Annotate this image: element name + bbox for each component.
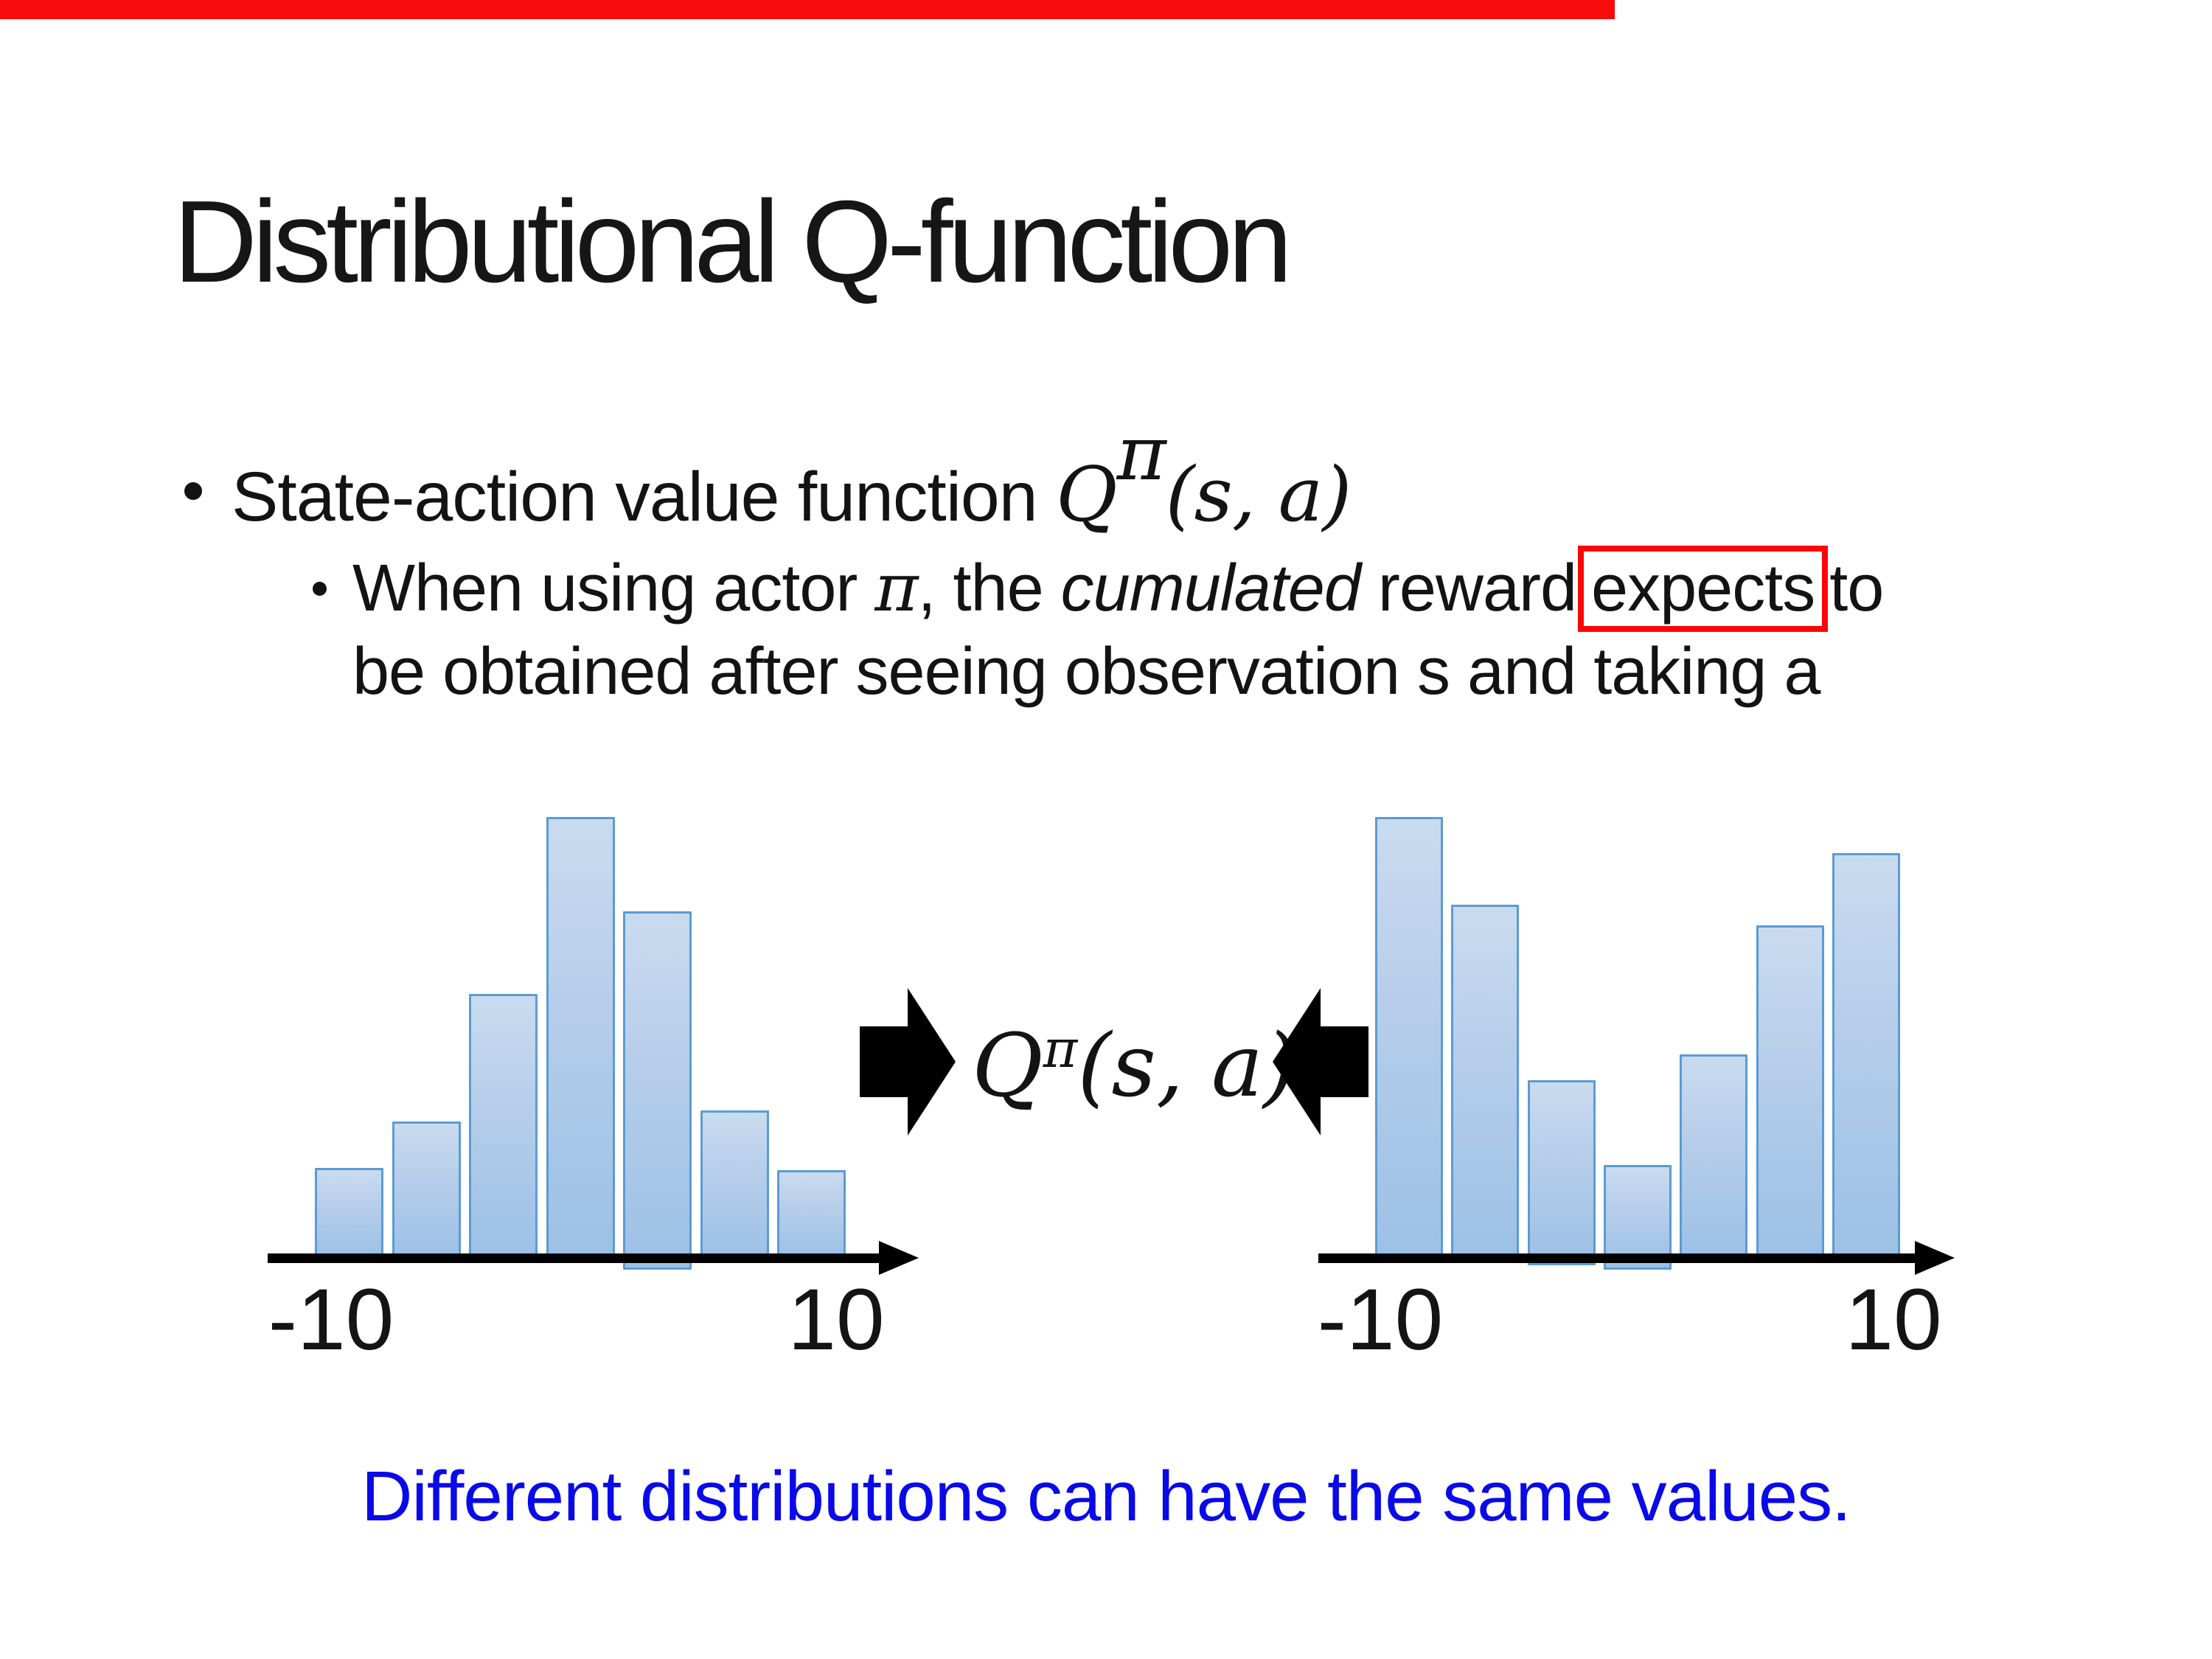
histogram-bar xyxy=(469,994,538,1258)
right-axis-arrowhead-icon xyxy=(1915,1241,1955,1275)
text-when-using: When using actor xyxy=(352,552,875,625)
page-title: Distributional Q-function xyxy=(173,177,1293,307)
histogram-bar xyxy=(1680,1054,1748,1258)
text-reward: reward xyxy=(1360,552,1577,625)
histogram-bar xyxy=(623,911,692,1270)
histogram-bar xyxy=(392,1121,461,1258)
left-axis-line xyxy=(268,1253,881,1263)
math-pi: π xyxy=(874,549,918,627)
histogram-bar xyxy=(1527,1080,1596,1265)
histogram-bar xyxy=(1832,853,1900,1258)
left-axis-arrowhead-icon xyxy=(879,1241,919,1275)
bullet-text: State-action value function xyxy=(232,458,1056,536)
histogram-bar xyxy=(1756,925,1824,1258)
text-to: to xyxy=(1829,552,1884,625)
red-box-expects: expects xyxy=(1578,546,1829,632)
bullet-state-action: State-action value function Qπ(s, a) xyxy=(232,410,1352,539)
left-axis-label-10: 10 xyxy=(787,1271,885,1368)
caption-text: Different distributions can have the sam… xyxy=(361,1457,1851,1536)
histogram-bar xyxy=(546,817,615,1258)
histogram-bar xyxy=(1375,817,1443,1258)
left-axis-label-neg10: -10 xyxy=(268,1271,394,1368)
video-progress-bar[interactable] xyxy=(0,0,1615,19)
math-args: (s, a) xyxy=(1165,451,1352,539)
sub-bullet-line2: be obtained after seeing observation s a… xyxy=(352,635,1820,709)
text-the: , the xyxy=(917,552,1061,625)
right-axis-line xyxy=(1318,1253,1917,1263)
math-pi-superscript: π xyxy=(1116,409,1166,498)
math-q: Q xyxy=(1055,451,1118,539)
histogram-bar xyxy=(1603,1165,1672,1270)
sub-bullet-line1: When using actor π, the cumulated reward… xyxy=(352,546,1884,632)
histogram-bar xyxy=(315,1168,383,1258)
q-function-formula: Qπ(s, a) xyxy=(972,1015,1297,1116)
histogram-bar xyxy=(777,1170,846,1258)
histogram-bar xyxy=(1451,905,1520,1258)
formula-q: Q xyxy=(972,1015,1043,1116)
bullet-marker xyxy=(184,482,202,500)
histogram-bar xyxy=(700,1110,769,1258)
right-axis-label-neg10: -10 xyxy=(1317,1271,1444,1368)
formula-pi-superscript: π xyxy=(1043,1018,1078,1080)
formula-args: (s, a) xyxy=(1077,1015,1298,1116)
text-cumulated-italic: cumulated xyxy=(1060,552,1361,625)
right-axis-label-10: 10 xyxy=(1845,1271,1942,1368)
sub-bullet-marker xyxy=(313,582,327,596)
